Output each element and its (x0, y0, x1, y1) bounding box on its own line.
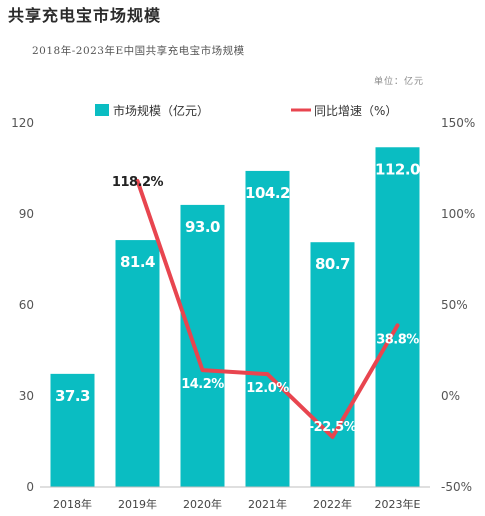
left-tick-label: 30 (19, 389, 34, 403)
chart-title: 共享充电宝市场规模 (8, 6, 162, 25)
bar-value-label: 37.3 (55, 387, 90, 405)
line-value-label: 12.0% (246, 381, 289, 396)
bar (50, 373, 95, 487)
right-axis: -50% 0% 50% 100% 150% (441, 116, 475, 494)
left-tick-label: 0 (26, 480, 34, 494)
x-tick-label: 2023年E (375, 497, 421, 511)
bar-value-label: 112.0 (375, 160, 420, 178)
x-axis: 2018年 2019年 2020年 2021年 2022年 2023年E (40, 486, 430, 511)
left-tick-label: 120 (11, 116, 34, 130)
bar (310, 242, 355, 487)
line-series (135, 178, 400, 439)
right-tick-label: 150% (441, 116, 475, 130)
left-axis: 0 30 60 90 120 (11, 116, 34, 494)
growth-line (135, 178, 400, 439)
right-tick-label: -50% (441, 480, 472, 494)
bar-value-label: 104.2 (245, 184, 290, 202)
line-value-label: 14.2% (181, 377, 224, 392)
x-tick-label: 2019年 (118, 497, 157, 511)
left-tick-label: 90 (19, 207, 34, 221)
bar (375, 147, 420, 487)
line-value-label: -22.5% (309, 420, 357, 435)
unit-note: 单位：亿元 (373, 77, 424, 87)
bar-value-label: 81.4 (120, 253, 155, 271)
right-tick-label: 0% (441, 389, 460, 403)
right-tick-label: 100% (441, 207, 475, 221)
left-tick-label: 60 (19, 298, 34, 312)
bar-value-label: 80.7 (315, 255, 350, 273)
legend: 市场规模（亿元） 同比增速（%） (95, 103, 397, 118)
legend-label-line: 同比增速（%） (314, 104, 397, 118)
line-value-label: 118.2% (112, 175, 164, 190)
bar-series (50, 147, 420, 487)
bar (180, 204, 225, 487)
x-tick-label: 2022年 (313, 497, 352, 511)
x-tick-label: 2018年 (53, 497, 92, 511)
bar (245, 170, 290, 487)
legend-swatch-bar (95, 104, 109, 116)
line-data-labels: 118.2% 14.2% 12.0% -22.5% 38.8% (112, 175, 420, 435)
x-tick-label: 2020年 (183, 497, 222, 511)
chart-subtitle: 2018年-2023年E中国共享充电宝市场规模 (32, 45, 245, 57)
bar-data-labels: 37.3 81.4 93.0 104.2 80.7 112.0 (55, 160, 421, 405)
line-value-label: 38.8% (376, 332, 419, 347)
legend-label-bar: 市场规模（亿元） (113, 103, 209, 118)
bar (115, 240, 160, 487)
x-tick-label: 2021年 (248, 497, 287, 511)
right-tick-label: 50% (441, 298, 468, 312)
bar-value-label: 93.0 (185, 218, 220, 236)
